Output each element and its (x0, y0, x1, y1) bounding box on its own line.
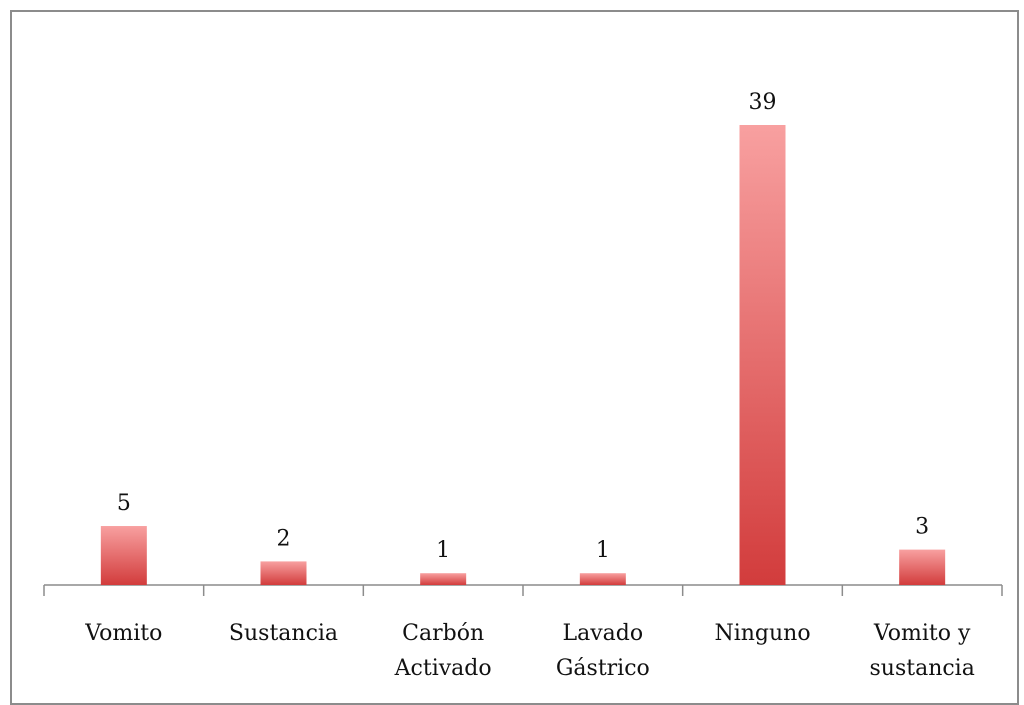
x-tick-label: Vomito y sustancia (869, 621, 974, 681)
chart-frame (10, 10, 1019, 705)
bar (420, 573, 467, 585)
bars (100, 125, 946, 585)
x-tick-label: Vomito (84, 621, 162, 646)
data-label: 1 (596, 538, 610, 563)
bar (260, 561, 307, 585)
data-label: 39 (749, 90, 777, 115)
x-tick-labels: Vomito Sustancia Carbón Activado Lavado Gástr… (84, 621, 975, 681)
data-label: 1 (436, 538, 450, 563)
x-tick-label: Carbón Activado (394, 621, 492, 681)
bar (100, 526, 147, 585)
x-tick-label: Ninguno (714, 621, 810, 646)
bar (579, 573, 626, 585)
data-label: 2 (277, 526, 291, 551)
data-label: 3 (915, 515, 929, 540)
x-tick-label: Lavado Gástrico (556, 621, 650, 681)
x-tick-label: Sustancia (229, 621, 338, 646)
bar (739, 125, 786, 585)
bar (899, 549, 946, 585)
data-label: 5 (117, 491, 131, 516)
data-labels: 5 2 1 1 39 3 (117, 90, 929, 563)
x-axis (43, 584, 1003, 596)
